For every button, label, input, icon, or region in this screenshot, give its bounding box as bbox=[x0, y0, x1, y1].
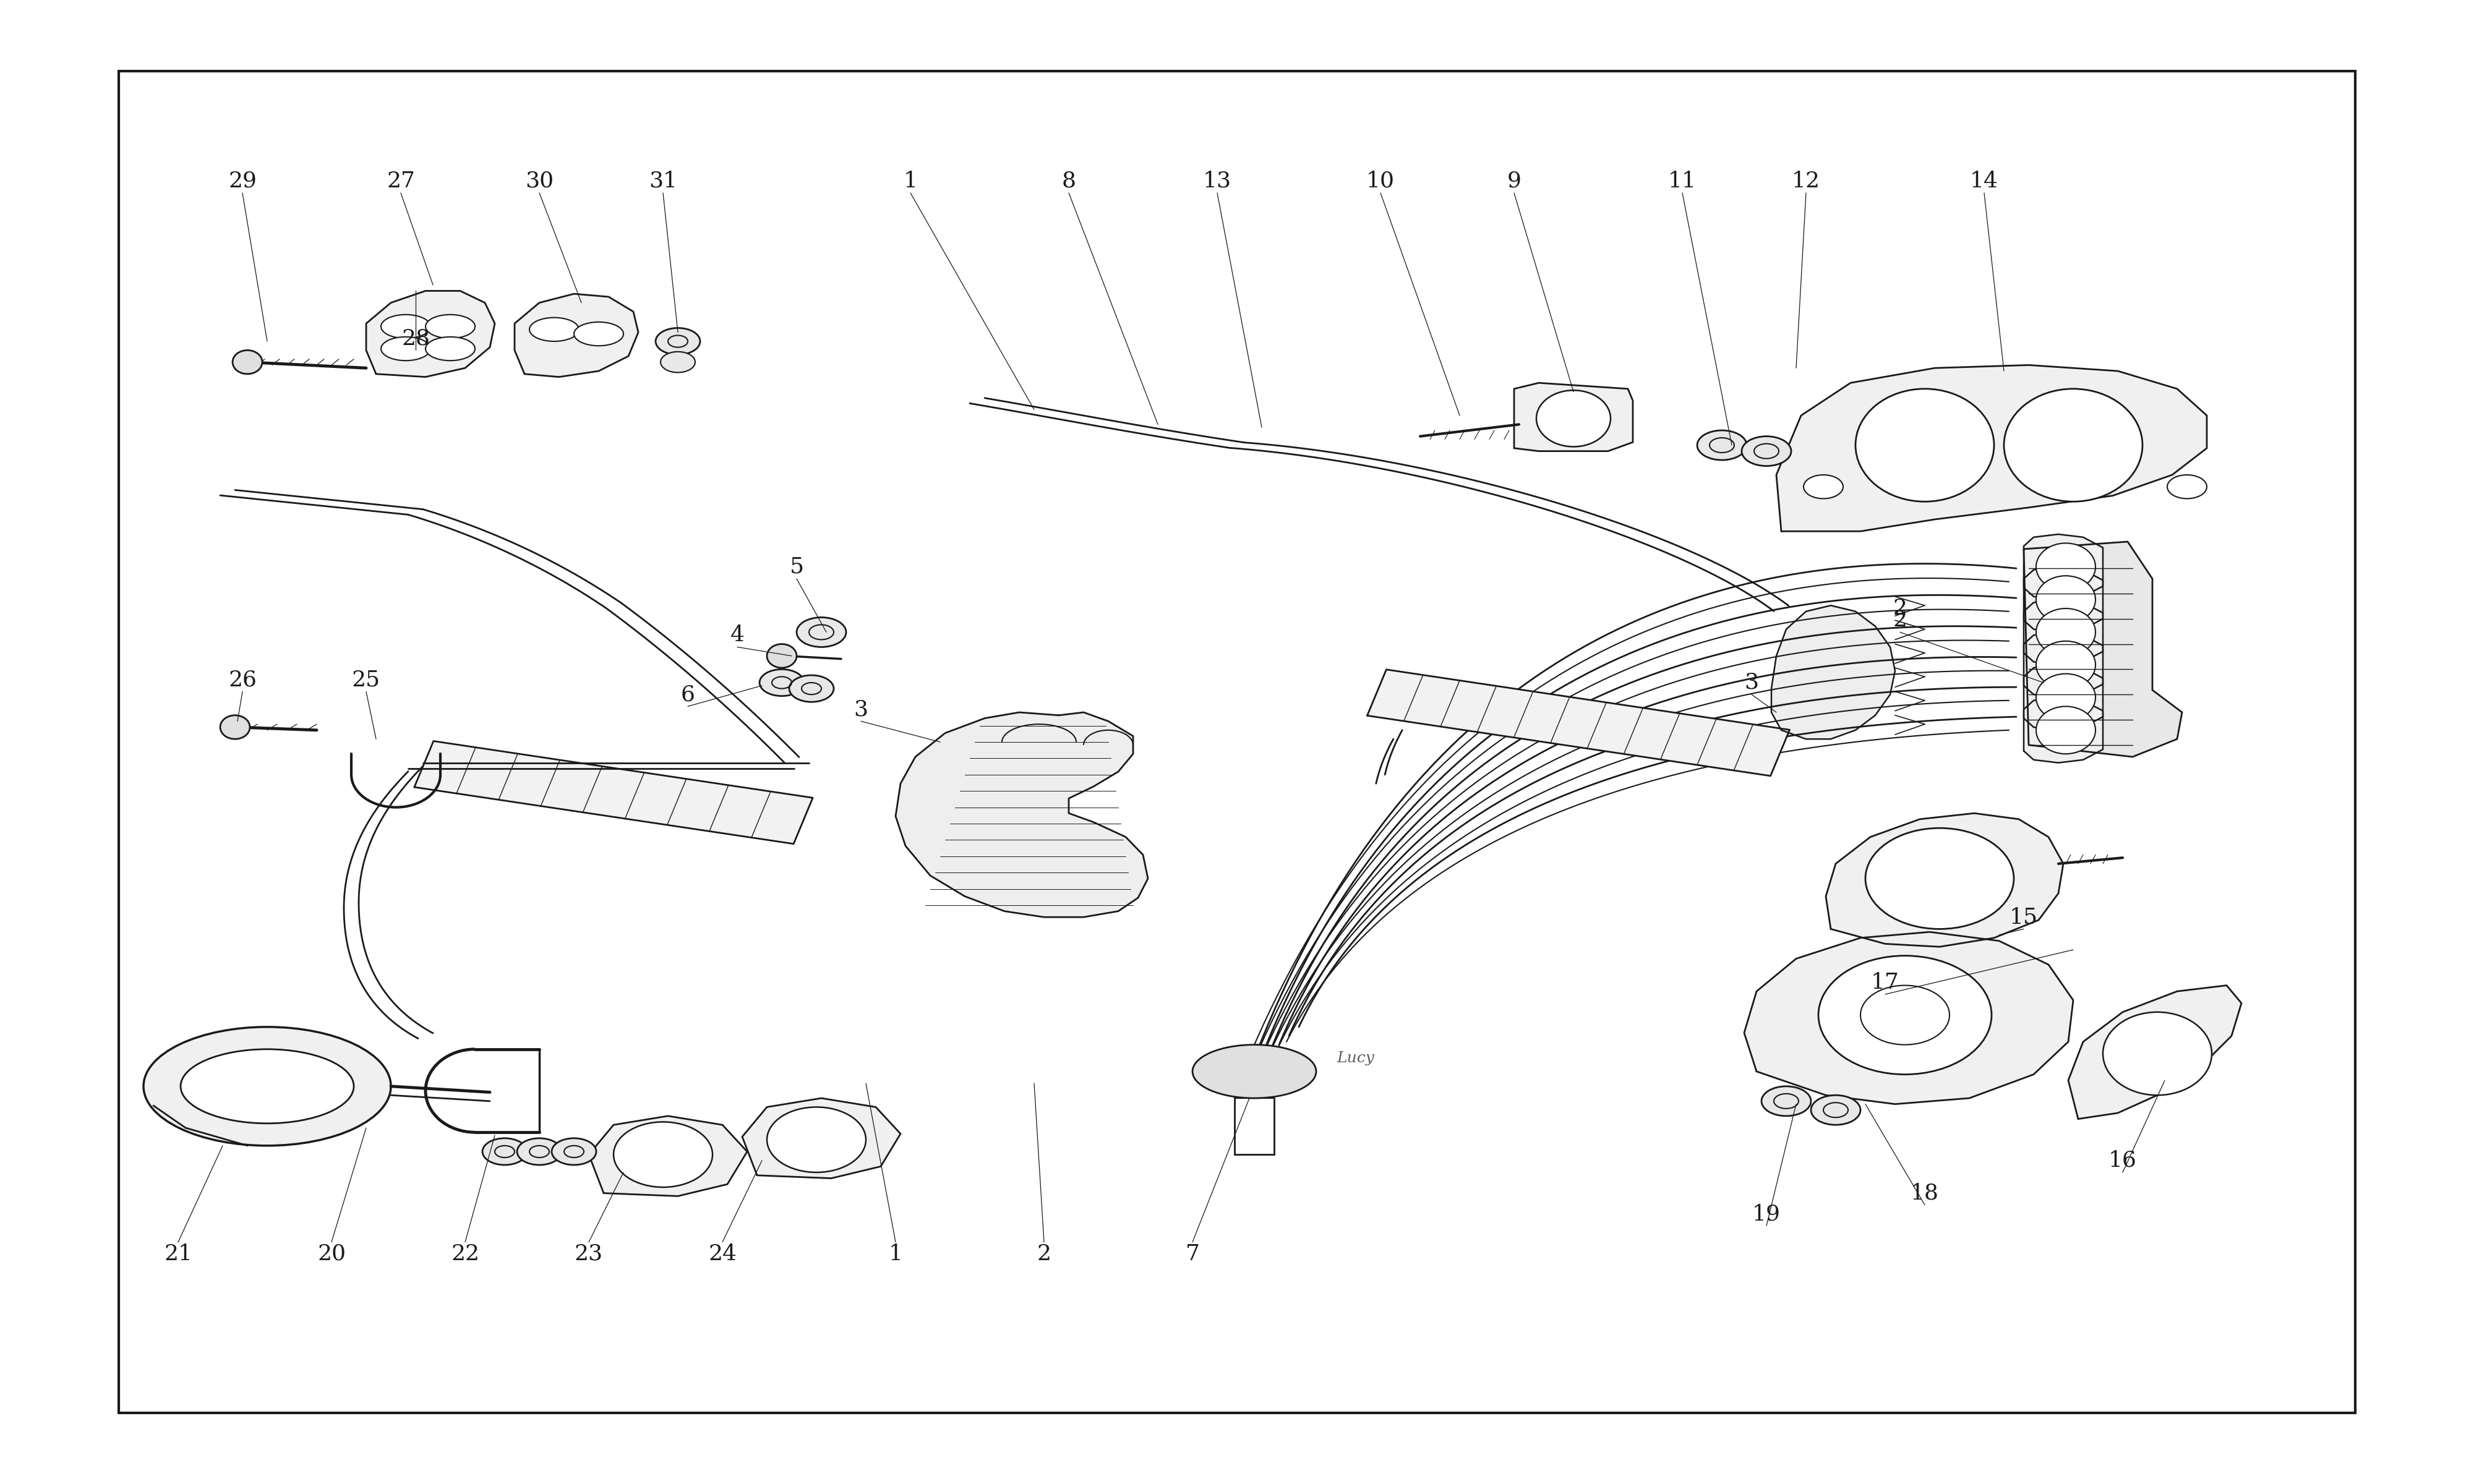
Text: 27: 27 bbox=[386, 171, 416, 191]
Ellipse shape bbox=[1811, 1095, 1860, 1125]
Text: 15: 15 bbox=[2009, 907, 2039, 927]
Ellipse shape bbox=[381, 315, 430, 338]
Text: 26: 26 bbox=[228, 669, 257, 690]
Text: 6: 6 bbox=[680, 684, 695, 705]
Ellipse shape bbox=[2036, 674, 2095, 721]
Ellipse shape bbox=[482, 1138, 527, 1165]
Text: 11: 11 bbox=[1667, 171, 1697, 191]
Polygon shape bbox=[589, 1116, 747, 1196]
Text: 20: 20 bbox=[317, 1244, 346, 1264]
Ellipse shape bbox=[2103, 1012, 2212, 1095]
Polygon shape bbox=[2024, 665, 2103, 730]
Ellipse shape bbox=[2036, 608, 2095, 656]
Polygon shape bbox=[1776, 365, 2207, 531]
Polygon shape bbox=[2068, 985, 2241, 1119]
Text: 14: 14 bbox=[1969, 171, 1999, 191]
Ellipse shape bbox=[552, 1138, 596, 1165]
Text: 24: 24 bbox=[708, 1244, 737, 1264]
Ellipse shape bbox=[661, 352, 695, 372]
Polygon shape bbox=[515, 294, 638, 377]
Polygon shape bbox=[1826, 813, 2063, 947]
Text: 30: 30 bbox=[524, 171, 554, 191]
Text: 17: 17 bbox=[1870, 972, 1900, 993]
Ellipse shape bbox=[2167, 475, 2207, 499]
Text: 2: 2 bbox=[1037, 1244, 1051, 1264]
Polygon shape bbox=[2024, 697, 2103, 763]
Text: 4: 4 bbox=[730, 625, 745, 646]
Ellipse shape bbox=[381, 337, 430, 361]
Text: 23: 23 bbox=[574, 1244, 604, 1264]
Polygon shape bbox=[413, 741, 814, 844]
Ellipse shape bbox=[233, 350, 262, 374]
Polygon shape bbox=[2024, 632, 2103, 697]
Text: 22: 22 bbox=[450, 1244, 480, 1264]
Ellipse shape bbox=[2036, 543, 2095, 591]
Ellipse shape bbox=[1818, 956, 1992, 1074]
Ellipse shape bbox=[181, 1049, 354, 1123]
Ellipse shape bbox=[1856, 389, 1994, 502]
Ellipse shape bbox=[529, 318, 579, 341]
Ellipse shape bbox=[614, 1122, 713, 1187]
Ellipse shape bbox=[2004, 389, 2142, 502]
Text: 1: 1 bbox=[903, 171, 918, 191]
Polygon shape bbox=[366, 291, 495, 377]
Text: 7: 7 bbox=[1185, 1244, 1200, 1264]
Ellipse shape bbox=[574, 322, 623, 346]
Text: 9: 9 bbox=[1507, 171, 1522, 191]
Ellipse shape bbox=[767, 1107, 866, 1172]
Ellipse shape bbox=[1761, 1086, 1811, 1116]
Ellipse shape bbox=[1536, 390, 1611, 447]
Text: 18: 18 bbox=[1910, 1183, 1940, 1204]
Text: 3: 3 bbox=[854, 699, 868, 720]
Polygon shape bbox=[2024, 567, 2103, 632]
Ellipse shape bbox=[2036, 706, 2095, 754]
Text: 29: 29 bbox=[228, 171, 257, 191]
Text: 5: 5 bbox=[789, 556, 804, 577]
Polygon shape bbox=[2024, 534, 2103, 600]
Ellipse shape bbox=[517, 1138, 562, 1165]
Ellipse shape bbox=[1742, 436, 1791, 466]
Ellipse shape bbox=[1192, 1045, 1316, 1098]
Text: 28: 28 bbox=[401, 328, 430, 349]
Text: 8: 8 bbox=[1061, 171, 1076, 191]
Text: 1: 1 bbox=[888, 1244, 903, 1264]
Ellipse shape bbox=[789, 675, 834, 702]
Ellipse shape bbox=[797, 617, 846, 647]
Ellipse shape bbox=[1697, 430, 1747, 460]
Ellipse shape bbox=[1804, 475, 1843, 499]
Ellipse shape bbox=[2036, 641, 2095, 689]
Text: 31: 31 bbox=[648, 171, 678, 191]
Text: 2: 2 bbox=[1893, 610, 1907, 631]
Text: 2: 2 bbox=[1893, 598, 1907, 619]
Polygon shape bbox=[742, 1098, 901, 1178]
Polygon shape bbox=[1771, 605, 1895, 739]
Ellipse shape bbox=[220, 715, 250, 739]
Text: 25: 25 bbox=[351, 669, 381, 690]
Text: Lucy: Lucy bbox=[1336, 1051, 1376, 1066]
Polygon shape bbox=[1514, 383, 1633, 451]
Ellipse shape bbox=[426, 315, 475, 338]
Ellipse shape bbox=[2036, 576, 2095, 623]
Ellipse shape bbox=[760, 669, 804, 696]
Polygon shape bbox=[2024, 542, 2182, 757]
Polygon shape bbox=[1744, 932, 2073, 1104]
Ellipse shape bbox=[426, 337, 475, 361]
Ellipse shape bbox=[767, 644, 797, 668]
Text: 12: 12 bbox=[1791, 171, 1821, 191]
Ellipse shape bbox=[1865, 828, 2014, 929]
Polygon shape bbox=[2024, 600, 2103, 665]
Text: 10: 10 bbox=[1366, 171, 1395, 191]
Text: 13: 13 bbox=[1202, 171, 1232, 191]
Polygon shape bbox=[1368, 669, 1789, 776]
Text: 3: 3 bbox=[1744, 672, 1759, 693]
Ellipse shape bbox=[143, 1027, 391, 1146]
Text: 16: 16 bbox=[2108, 1150, 2138, 1171]
Text: 19: 19 bbox=[1752, 1204, 1781, 1224]
Text: 21: 21 bbox=[163, 1244, 193, 1264]
Polygon shape bbox=[896, 712, 1148, 917]
Ellipse shape bbox=[656, 328, 700, 355]
